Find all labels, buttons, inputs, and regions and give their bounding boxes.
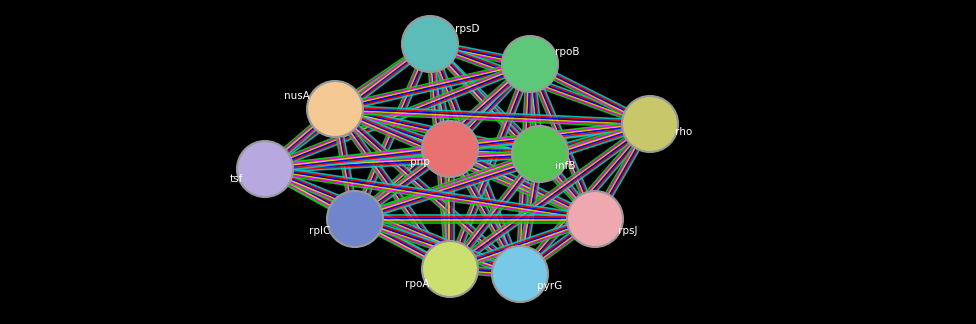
- Text: rplC: rplC: [308, 226, 330, 236]
- Circle shape: [502, 36, 558, 92]
- Circle shape: [402, 16, 458, 72]
- Circle shape: [567, 191, 623, 247]
- Circle shape: [327, 191, 383, 247]
- Circle shape: [512, 126, 568, 182]
- Text: rpsD: rpsD: [455, 24, 479, 34]
- Text: rho: rho: [675, 127, 692, 137]
- Circle shape: [622, 96, 678, 152]
- Circle shape: [237, 141, 293, 197]
- Text: nusA: nusA: [284, 91, 310, 101]
- Circle shape: [307, 81, 363, 137]
- Text: infB: infB: [555, 161, 576, 171]
- Text: tsf: tsf: [229, 174, 243, 184]
- Circle shape: [422, 121, 478, 177]
- Text: rpoA: rpoA: [405, 279, 430, 289]
- Text: rpoB: rpoB: [555, 47, 580, 57]
- Circle shape: [422, 241, 478, 297]
- Text: pyrG: pyrG: [537, 281, 562, 291]
- Text: pnp: pnp: [410, 157, 430, 167]
- Text: rpsJ: rpsJ: [618, 226, 637, 236]
- Circle shape: [492, 246, 548, 302]
